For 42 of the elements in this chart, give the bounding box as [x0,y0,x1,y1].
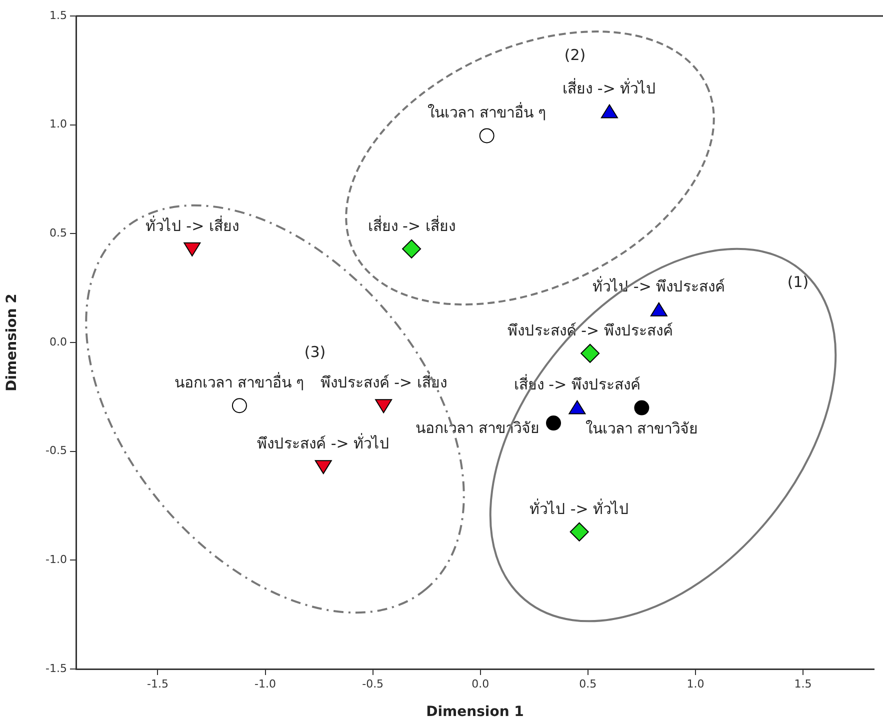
annotation: (3) [304,343,326,361]
x-tick-label: 0.0 [472,677,490,690]
x-tick-label: 1.0 [686,677,704,690]
x-tick-label: 1.5 [794,677,812,690]
point [375,399,392,414]
x-tick-label: -0.5 [362,677,384,690]
point [546,416,562,431]
annotation: (2) [564,46,586,64]
point [402,239,422,258]
point [600,104,618,118]
annotation: เสี่ยง -> เสี่ยง [368,214,456,235]
point [634,400,650,416]
annotation: พึงประสงค์ -> พึงประสงค์ [507,321,673,340]
y-tick-label: -1.0 [46,553,67,566]
y-tick-label: -0.5 [46,444,67,458]
point [232,398,247,414]
point [570,522,589,542]
y-tick-label: 0.0 [50,335,67,348]
point [650,302,668,316]
y-axis-title: Dimension 2 [4,294,20,392]
annotation: เสี่ยง -> ทั่วไป [562,78,656,98]
y-tick-label: 1.0 [50,118,67,131]
annotation: พึงประสงค์ -> ทั่วไป [257,432,390,452]
y-tick-label: -1.5 [46,662,67,675]
point [479,128,494,144]
annotation: ในเวลา สาขาวิจัย [585,420,698,438]
point [314,460,332,474]
point [184,242,201,256]
annotation: ทั่วไป -> ทั่วไป [530,498,630,518]
annotation: นอกเวลา สาขาอื่น ๆ [174,372,304,392]
point [580,344,600,363]
y-tick-label: 1.5 [50,8,67,22]
annotation: (1) [787,273,809,291]
y-tick-label: 0.5 [50,226,67,240]
annotation: ทั่วไป -> พึงประสงค์ [592,276,726,296]
annotation: ทั่วไป -> เสี่ยง [145,214,239,235]
x-tick-label: -1.5 [147,677,168,690]
x-tick-label: -1.0 [254,677,276,690]
x-tick-label: 0.5 [579,677,597,690]
annotation: ในเวลา สาขาอื่น ๆ [428,102,546,122]
point [568,400,586,414]
x-axis-title: Dimension 1 [426,704,524,720]
